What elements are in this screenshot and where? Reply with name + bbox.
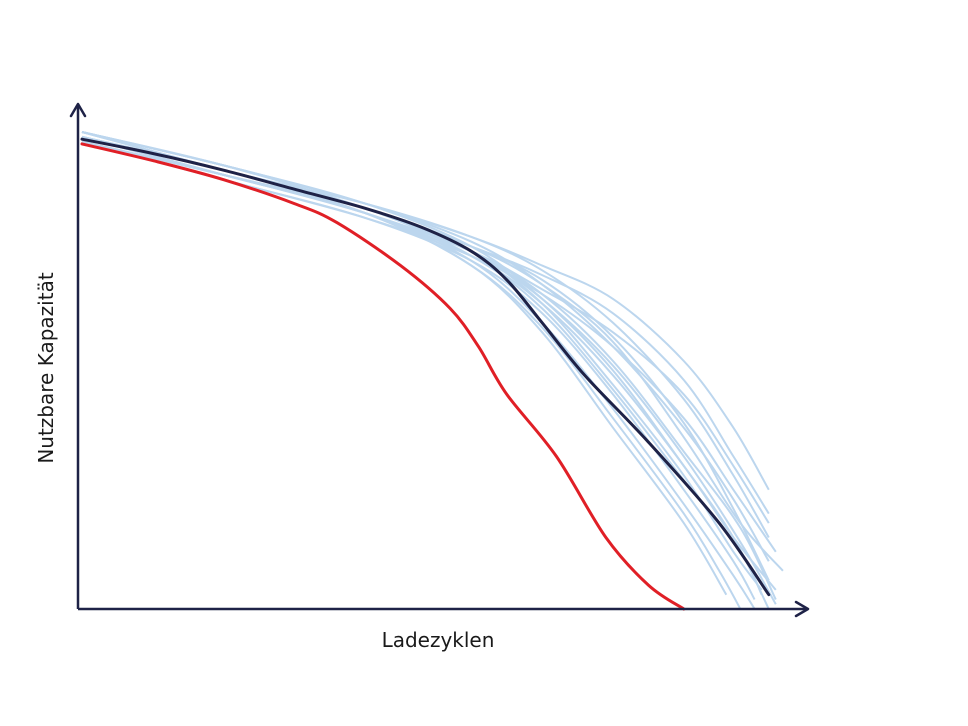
background-series-line-3 [81, 135, 728, 596]
mean-series-line [80, 137, 771, 597]
background-series-line-6 [81, 131, 770, 491]
background-series-line-18 [81, 131, 770, 538]
x-axis-arrowhead [794, 600, 810, 618]
y-axis-label: Nutzbare Kapazität [34, 272, 58, 463]
background-series-group [81, 131, 784, 610]
highlight-series-group [80, 137, 771, 611]
background-series-line-12 [81, 135, 777, 605]
background-series-line-9 [81, 135, 756, 610]
worst-series-line [80, 142, 686, 611]
background-series-line-7 [81, 140, 756, 600]
y-axis-arrowhead [69, 102, 87, 118]
background-series-line-8 [81, 131, 763, 596]
background-series-line-1 [81, 131, 770, 610]
background-series-line-2 [81, 135, 777, 600]
background-series-line-17 [81, 140, 784, 572]
background-series-line-15 [81, 131, 763, 591]
background-series-line-13 [81, 140, 777, 553]
x-axis-label: Ladezyklen [382, 628, 495, 652]
